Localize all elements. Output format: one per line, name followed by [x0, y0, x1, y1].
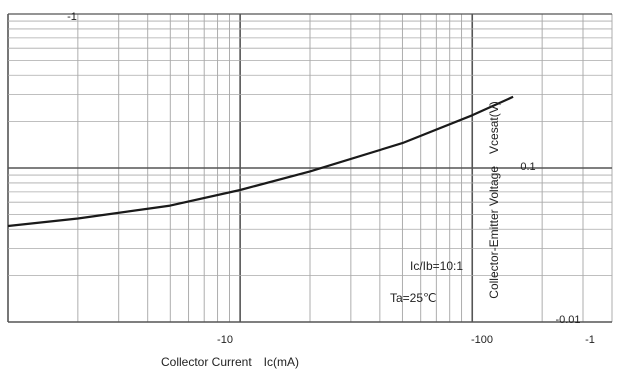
x-tick-label-1: -1: [585, 334, 595, 346]
grid: [7, 13, 613, 323]
annotation-temperature: Ta=25℃: [390, 291, 437, 305]
y-axis-label: Collector-Emitter Voltage Vcesat(V): [487, 101, 501, 298]
x-axis-label: Collector Current Ic(mA): [161, 355, 299, 369]
y-tick-label-mid: 0.1: [520, 161, 535, 173]
y-tick-label-bottom: -0.01: [555, 314, 580, 326]
x-tick-label-100: -100: [471, 334, 493, 346]
y-tick-label-top: -1: [67, 11, 77, 23]
data-marks: [7, 95, 514, 228]
x-tick-label-10: -10: [217, 334, 233, 346]
series-line: [7, 95, 514, 228]
annotation-ic-ib-ratio: Ic/Ib=10:1: [410, 259, 463, 273]
